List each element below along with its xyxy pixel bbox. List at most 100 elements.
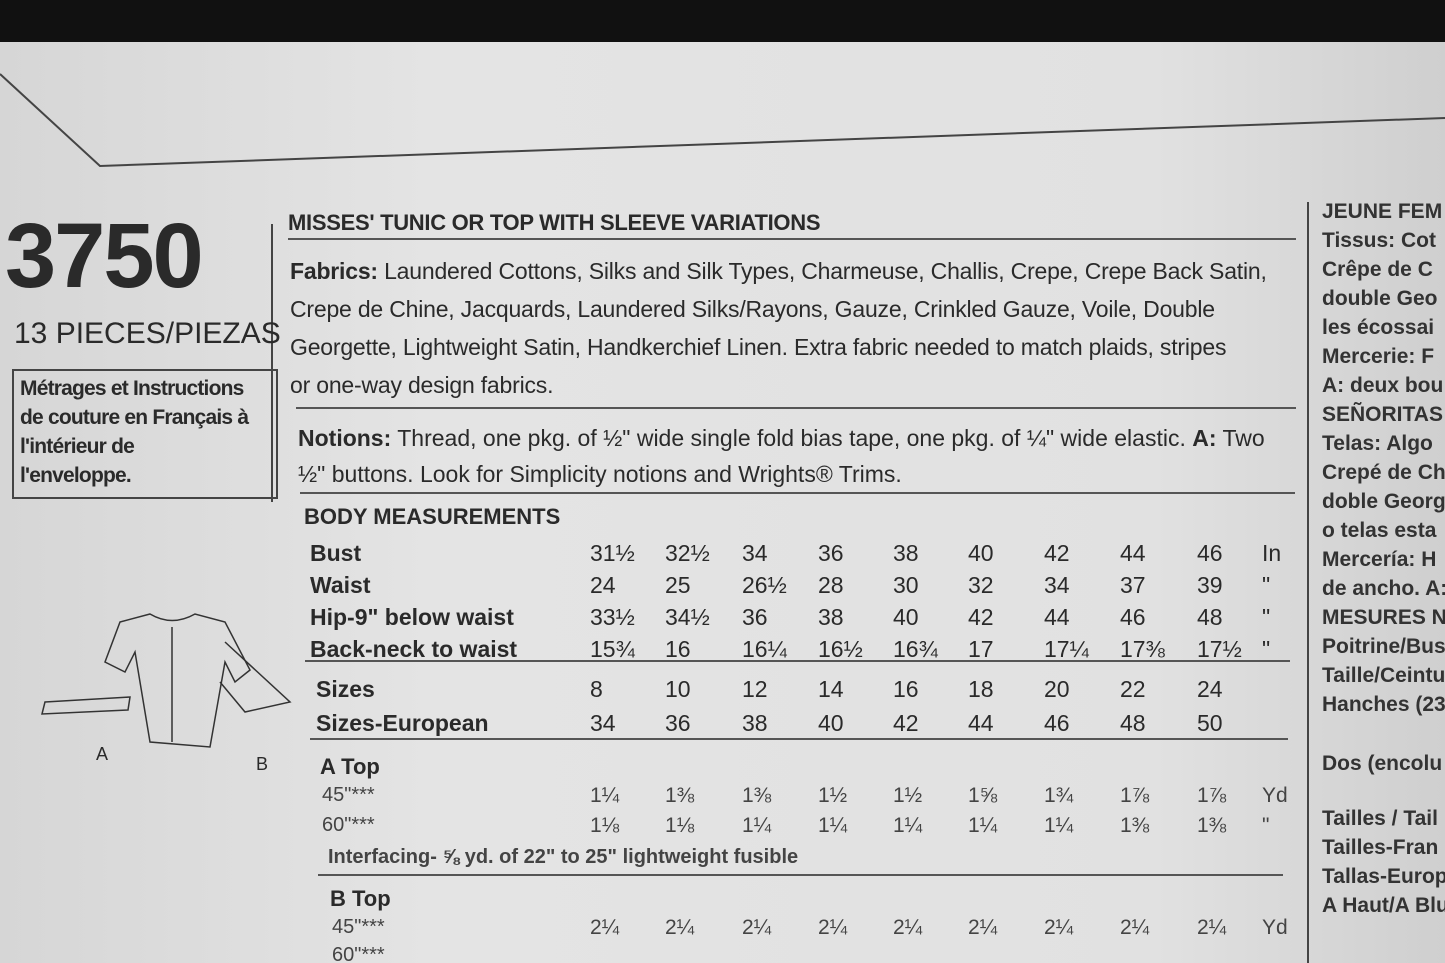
- table-cell: 2¼: [742, 916, 772, 939]
- table-cell: 50: [1197, 710, 1223, 736]
- table-cell: ": [1262, 604, 1271, 630]
- table-cell: 18: [968, 676, 994, 702]
- table-cell: 33½: [590, 604, 635, 630]
- table-cell: 2¼: [590, 916, 620, 939]
- table-cell: 1⅞: [1120, 784, 1150, 807]
- table-cell: 1¼: [742, 814, 772, 837]
- table-cell: ": [1262, 636, 1271, 662]
- table-cell: 48: [1120, 710, 1146, 736]
- table-cell: 1⅛: [590, 814, 620, 837]
- side-line: Mercerie: F: [1322, 345, 1435, 368]
- garment-sketch: [41, 613, 292, 748]
- table-cell: 1¼: [590, 784, 620, 807]
- rule: [305, 660, 1290, 662]
- table-cell: 15¾: [590, 636, 635, 662]
- table-cell: 16¾: [893, 636, 938, 662]
- table-cell: 10: [665, 676, 691, 702]
- fabrics: Fabrics: Laundered Cottons, Silks and Si…: [290, 252, 1267, 404]
- note-line: l'enveloppe.: [20, 464, 132, 487]
- side-line: Tailles-Fran: [1322, 836, 1439, 859]
- table-cell: 2¼: [1120, 916, 1150, 939]
- table-cell: 1¼: [818, 814, 848, 837]
- view-label: B: [256, 754, 269, 774]
- table-cell: 40: [893, 604, 919, 630]
- table-cell: 2¼: [818, 916, 848, 939]
- table-cell: 46: [1197, 540, 1223, 566]
- table-cell: 2¼: [1197, 916, 1227, 939]
- side-line: Hanches (23: [1322, 693, 1445, 716]
- table-cell: 39: [1197, 572, 1223, 598]
- rule: [310, 738, 1288, 740]
- fabrics-text: Laundered Cottons, Silks and Silk Types,…: [384, 258, 1267, 284]
- table-cell: 34½: [665, 604, 710, 630]
- rule: [318, 874, 1283, 876]
- table-cell: 1⅜: [665, 784, 695, 807]
- view-label: A: [96, 744, 109, 764]
- rule: [300, 492, 1295, 494]
- table-cell: 34: [590, 710, 616, 736]
- table-cell: 14: [818, 676, 844, 702]
- table-cell: 42: [893, 710, 919, 736]
- table-cell: Yd: [1262, 784, 1288, 807]
- side-line: A: deux bou: [1322, 374, 1444, 397]
- row-label: Sizes: [316, 676, 375, 702]
- table-cell: 12: [742, 676, 768, 702]
- pattern-number: 3750: [5, 205, 204, 307]
- row-label: Sizes-European: [316, 710, 489, 736]
- table-cell: ": [1262, 814, 1270, 837]
- table-cell: 34: [1044, 572, 1070, 598]
- flap-edge: [0, 73, 1445, 168]
- interfacing: Interfacing- ⅝ yd. of 22" to 25" lightwe…: [328, 846, 799, 868]
- table-cell: ": [1262, 572, 1271, 598]
- side-line: Tissus: Cot: [1322, 229, 1436, 252]
- table-cell: 2¼: [968, 916, 998, 939]
- table-cell: 36: [742, 604, 768, 630]
- note-line: de couture en Français à: [20, 406, 249, 429]
- table-cell: 44: [968, 710, 994, 736]
- table-cell: 1¾: [1044, 784, 1074, 807]
- table-cell: 1¼: [893, 814, 923, 837]
- table-cell: 1⅜: [1197, 814, 1227, 837]
- table-cell: 17⅜: [1120, 636, 1165, 662]
- side-line: Taille/Ceintu: [1322, 664, 1445, 687]
- table-cell: 32½: [665, 540, 710, 566]
- table-cell: 17¼: [1044, 636, 1089, 662]
- table-cell: 1⅜: [742, 784, 772, 807]
- table-cell: 1½: [893, 784, 923, 807]
- table-cell: 48: [1197, 604, 1223, 630]
- section-heading: B Top: [330, 886, 391, 911]
- note-line: l'intérieur de: [20, 435, 135, 458]
- row-label: 45"***: [322, 784, 375, 806]
- table-cell: 32: [968, 572, 994, 598]
- title: MISSES' TUNIC OR TOP WITH SLEEVE VARIATI…: [288, 210, 821, 235]
- side-line: les écossai: [1322, 316, 1435, 339]
- table-cell: 28: [818, 572, 844, 598]
- table-cell: 22: [1120, 676, 1146, 702]
- table-cell: 17: [968, 636, 994, 662]
- table-cell: 2¼: [665, 916, 695, 939]
- notions-view: A:: [1192, 425, 1217, 451]
- fabrics-text: Georgette, Lightweight Satin, Handkerchi…: [290, 334, 1227, 360]
- table-cell: 1⅜: [1120, 814, 1150, 837]
- side-panel: JEUNE FEM Tissus: Cot Crêpe de C double Geo…: [1322, 197, 1445, 920]
- row-label: 60"***: [322, 814, 375, 836]
- section-heading: A Top: [320, 754, 380, 779]
- table-cell: 1½: [818, 784, 848, 807]
- table-cell: 2¼: [893, 916, 923, 939]
- notions-text: Thread, one pkg. of ½" wide single fold …: [397, 425, 1186, 451]
- table-cell: 24: [590, 572, 616, 598]
- table-cell: 46: [1120, 604, 1146, 630]
- rule: [296, 407, 1296, 409]
- row-label: 60"***: [332, 944, 385, 963]
- side-line: Crepé de Ch: [1322, 461, 1445, 484]
- table-cell: 16: [665, 636, 691, 662]
- table-cell: 24: [1197, 676, 1223, 702]
- table-cell: 8: [590, 676, 603, 702]
- table-cell: 1⅞: [1197, 784, 1227, 807]
- table-cell: 34: [742, 540, 768, 566]
- side-line: JEUNE FEM: [1322, 200, 1443, 223]
- side-line: Telas: Algo: [1322, 432, 1433, 455]
- table-cell: In: [1262, 540, 1282, 566]
- fabrics-text: or one-way design fabrics.: [290, 372, 554, 398]
- french-note: Métrages et Instructions de couture en Fr…: [20, 374, 249, 490]
